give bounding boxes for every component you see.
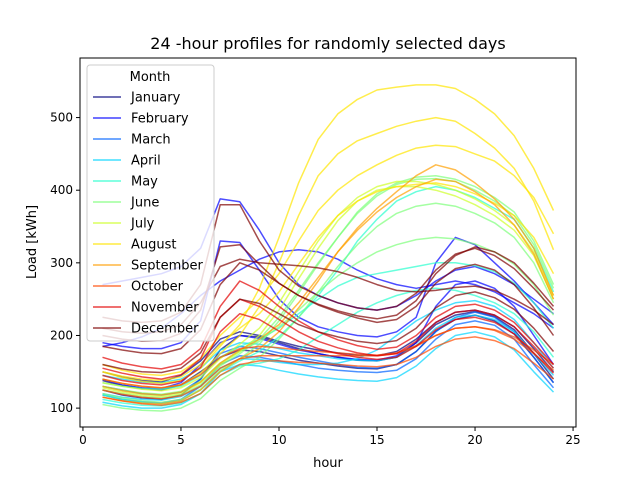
chart-title: 24 -hour profiles for randomly selected …: [150, 34, 505, 53]
series-line-november-32: [102, 280, 555, 370]
series-line-june-17: [102, 177, 555, 404]
series-line-september-27: [102, 178, 555, 396]
series-line-august-25: [102, 182, 555, 382]
series-line-may-14: [102, 262, 555, 390]
x-tick-label: 20: [467, 433, 482, 447]
y-axis-label: Load [kWh]: [25, 205, 40, 279]
series-line-april-10: [102, 331, 555, 409]
legend-entries: January February March April May June July Augu…: [93, 91, 204, 337]
series-line-december-38: [102, 291, 555, 374]
legend-label-july: July: [130, 217, 155, 232]
series-line-december-34: [102, 262, 555, 355]
series-line-october-30: [102, 326, 554, 389]
legend-label-june: June: [130, 196, 159, 211]
legend: Month January February March April May June Ju…: [86, 64, 215, 342]
y-tick-label: 300: [50, 256, 73, 270]
x-tick-label: 5: [177, 433, 185, 447]
y-tick-label: 500: [50, 111, 73, 125]
series-line-august-22: [102, 84, 555, 385]
series-line-november-31: [102, 298, 555, 380]
x-tick-label: 0: [79, 433, 87, 447]
y-tick-label: 200: [50, 328, 73, 342]
legend-label-november: November: [131, 301, 199, 316]
axes-frame: [79, 57, 577, 428]
series-line-july-21: [102, 180, 555, 392]
plot-area: [102, 84, 555, 412]
legend-label-april: April: [131, 154, 161, 169]
legend-label-january: January: [130, 91, 181, 106]
legend-label-september: September: [131, 259, 204, 274]
x-axis-label: hour: [313, 456, 343, 471]
x-tick-label: 25: [565, 433, 580, 447]
y-tick-label: 400: [50, 183, 73, 197]
legend-title: Month: [130, 70, 171, 85]
series-line-august-24: [102, 144, 555, 377]
series-line-april-11: [102, 314, 555, 384]
series-line-september-26: [102, 164, 555, 405]
legend-frame: [86, 64, 215, 342]
y-tick-label: 100: [50, 401, 73, 415]
x-tick-label: 15: [369, 433, 384, 447]
x-tick-label: 10: [271, 433, 286, 447]
legend-label-february: February: [131, 112, 189, 127]
x-axis: 0 5 10 15 20 25: [79, 427, 581, 447]
series-line-october-29: [102, 336, 554, 406]
series-line-november-33: [102, 312, 555, 386]
legend-label-august: August: [131, 238, 177, 253]
legend-label-may: May: [131, 175, 158, 190]
legend-label-march: March: [131, 133, 171, 148]
legend-label-october: October: [131, 280, 184, 295]
series-line-june-18: [102, 202, 555, 412]
series-line-july-20: [102, 185, 555, 398]
legend-label-december: December: [131, 322, 199, 337]
y-axis: 100 200 300 400 500: [50, 111, 80, 415]
